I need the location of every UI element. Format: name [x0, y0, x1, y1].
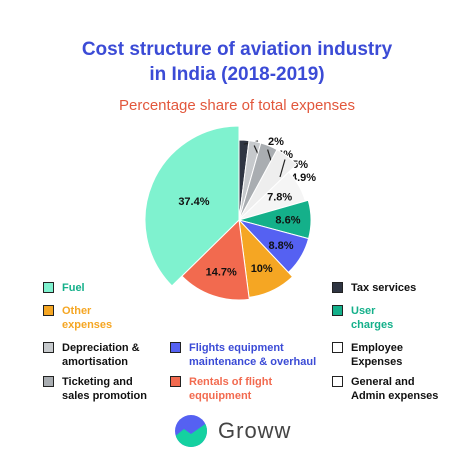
legend-swatch: [332, 305, 343, 316]
leader-line: [253, 145, 259, 155]
legend-swatch: [332, 342, 343, 353]
chart-subtitle: Percentage share of total expenses: [119, 97, 355, 114]
groww-logo-icon: [175, 415, 207, 447]
legend-swatch: [43, 305, 54, 316]
slice-value-label: 14.7%: [206, 266, 237, 278]
legend-item: User charges: [332, 304, 393, 332]
legend-item: Rentals of flight eqquipment: [170, 375, 272, 403]
slice-value-label: 37.4%: [178, 196, 209, 208]
leader-line: [279, 159, 286, 178]
slice-value-label: 4.9%: [291, 172, 316, 184]
legend-item: General and Admin expenses: [332, 375, 438, 403]
legend-swatch: [43, 342, 54, 353]
legend-item: Flights equipment maintenance & overhaul: [170, 341, 316, 369]
legend-label: Employee Expenses: [351, 342, 403, 368]
footer: Groww: [174, 414, 291, 448]
slice-value-label: 2%: [268, 136, 284, 148]
legend-label: Other expenses: [62, 305, 113, 331]
slice-value-label: 10%: [251, 263, 273, 275]
legend-label: Rentals of flight eqquipment: [189, 376, 273, 402]
legend-item: Fuel: [43, 281, 85, 295]
slice-value-label: 8.6%: [275, 215, 300, 227]
legend-item: Ticketing and sales promotion: [43, 375, 147, 403]
legend-item: Other expenses: [43, 304, 112, 332]
pie-slice-fuel: [144, 125, 240, 287]
slice-value-label: 8.8%: [268, 240, 293, 252]
legend-swatch: [43, 282, 54, 293]
groww-brand-name: Groww: [218, 418, 292, 443]
legend-swatch: [332, 282, 343, 293]
legend-swatch: [170, 376, 181, 387]
legend-label: Flights equipment maintenance & overhaul: [189, 342, 317, 368]
chart-title-line1: Cost structure of aviation industry: [81, 39, 393, 60]
pie-slice-rentals-of-flight-equipment: [181, 218, 250, 301]
legend-label: Depreciation & amortisation: [62, 342, 140, 368]
legend-swatch: [170, 342, 181, 353]
legend-label: Ticketing and sales promotion: [62, 376, 147, 402]
slice-value-label: 7.8%: [267, 192, 292, 204]
legend-swatch: [43, 376, 54, 387]
legend-item: Tax services: [332, 281, 416, 295]
legend-label: User charges: [351, 305, 394, 331]
legend-item: Employee Expenses: [332, 341, 403, 369]
legend-swatch: [332, 376, 343, 387]
legend-label: Fuel: [62, 282, 85, 294]
legend-label: General and Admin expenses: [351, 376, 439, 402]
legend-item: Depreciation & amortisation: [43, 341, 140, 369]
chart-title-line2: in India (2018-2019): [149, 64, 325, 85]
legend-label: Tax services: [351, 282, 417, 294]
